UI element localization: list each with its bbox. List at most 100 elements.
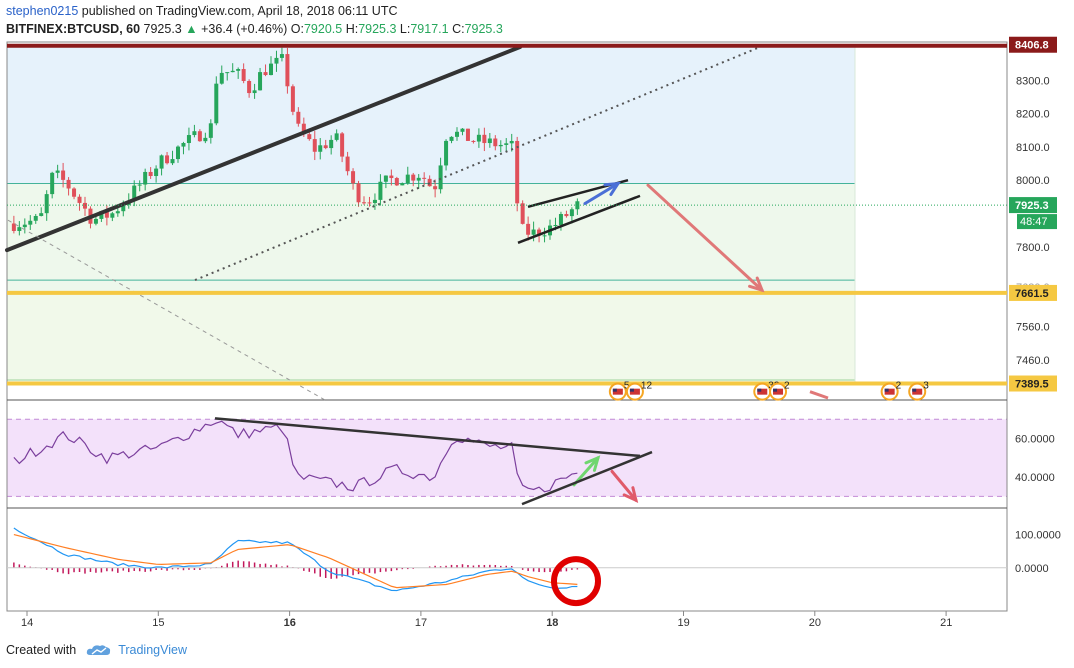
candle-body bbox=[383, 175, 388, 182]
candle-body bbox=[197, 131, 202, 142]
candle-body bbox=[285, 54, 290, 87]
candle-body bbox=[159, 155, 164, 169]
candle-body bbox=[400, 183, 405, 186]
price-tick-label: 7800.0 bbox=[1016, 242, 1050, 254]
candle-body bbox=[455, 131, 460, 137]
candle-body bbox=[290, 86, 295, 112]
x-tick-label: 19 bbox=[678, 617, 690, 629]
candle-body bbox=[214, 83, 219, 124]
price-tick-label: 7560.0 bbox=[1016, 322, 1050, 334]
candle-body bbox=[558, 214, 563, 225]
candle-body bbox=[268, 63, 273, 76]
rsi-green-arrow bbox=[572, 456, 600, 487]
level-7389-label-bg bbox=[1009, 375, 1057, 392]
event-count-label: 2 bbox=[784, 381, 790, 392]
candle-body bbox=[487, 138, 492, 144]
symbol-label: BITFINEX:BTCUSD, 60 bbox=[6, 22, 141, 36]
footer: Created with TradingView bbox=[6, 643, 187, 657]
low-value: 7917.1 bbox=[410, 22, 449, 36]
candle-body bbox=[154, 168, 159, 177]
candle-body bbox=[219, 72, 224, 84]
candle-body bbox=[340, 133, 345, 157]
candle-body bbox=[482, 134, 487, 144]
candle-body bbox=[318, 145, 323, 152]
blue-up-arrow-head bbox=[603, 181, 621, 196]
flag-canton-icon bbox=[757, 388, 762, 392]
candle-body bbox=[334, 133, 339, 140]
candle-body bbox=[345, 156, 350, 172]
level-7389-label: 7389.5 bbox=[1015, 379, 1049, 391]
rsi-red-arrow bbox=[610, 469, 638, 502]
candle-body bbox=[433, 186, 438, 190]
rsi-resistance-line bbox=[214, 417, 641, 458]
flag-stripe-icon bbox=[773, 388, 784, 395]
candle-body bbox=[132, 185, 137, 201]
candle-body bbox=[186, 135, 191, 144]
author-link[interactable]: stephen0215 bbox=[6, 4, 79, 18]
candle-body bbox=[553, 224, 558, 226]
rsi-tick-label: 40.0000 bbox=[1015, 472, 1055, 484]
change-value: +36.4 (+0.46%) bbox=[201, 22, 288, 36]
ohlc-legend: BITFINEX:BTCUSD, 60 7925.3 ▲ +36.4 (+0.4… bbox=[6, 22, 503, 36]
candle-body bbox=[378, 181, 383, 200]
x-tick-label: 17 bbox=[415, 617, 427, 629]
created-with-text: Created with bbox=[6, 643, 77, 657]
low-label: L: bbox=[399, 22, 411, 36]
price-tick-label: 8000.0 bbox=[1016, 175, 1050, 187]
candle-body bbox=[82, 202, 87, 209]
candle-body bbox=[77, 196, 82, 203]
candle-body bbox=[115, 211, 120, 214]
candle-body bbox=[274, 57, 279, 64]
candle-body bbox=[449, 136, 454, 141]
tradingview-cloud-icon bbox=[86, 645, 111, 655]
high-label: H: bbox=[345, 22, 359, 36]
candle-body bbox=[460, 128, 465, 132]
close-label: C: bbox=[452, 22, 465, 36]
candle-body bbox=[296, 111, 301, 124]
published-text: published on TradingView.com, April 18, … bbox=[81, 4, 398, 18]
candle-body bbox=[307, 134, 312, 140]
candle-body bbox=[17, 227, 22, 231]
candle-body bbox=[444, 140, 449, 166]
rsi-green-arrow-head bbox=[584, 455, 601, 472]
candle-body bbox=[22, 224, 27, 228]
red-target-arrow-head bbox=[748, 276, 765, 293]
macd-tick-label: 0.0000 bbox=[1015, 563, 1049, 575]
countdown-bg bbox=[1017, 214, 1057, 230]
candle-body bbox=[99, 211, 104, 219]
current-price-label: 7925.3 bbox=[1015, 200, 1049, 212]
event-count-label: 12 bbox=[641, 381, 653, 392]
tradingview-link[interactable]: TradingView bbox=[118, 643, 187, 657]
open-label: O: bbox=[290, 22, 304, 36]
candle-body bbox=[438, 165, 443, 190]
candle-body bbox=[61, 170, 66, 180]
candle-body bbox=[301, 123, 306, 135]
candle-body bbox=[247, 80, 252, 94]
flag-canton-icon bbox=[629, 388, 634, 392]
candle-body bbox=[542, 235, 547, 237]
x-tick-label: 20 bbox=[809, 617, 821, 629]
event-count-label: 2 bbox=[896, 381, 902, 392]
candle-body bbox=[39, 213, 44, 216]
candle-body bbox=[312, 139, 317, 152]
candle-body bbox=[258, 72, 263, 91]
candle-body bbox=[537, 229, 542, 236]
x-tick-label: 16 bbox=[284, 617, 296, 629]
candle-body bbox=[509, 140, 514, 144]
candle-body bbox=[148, 171, 153, 177]
x-tick-label: 18 bbox=[546, 617, 558, 629]
candle-body bbox=[230, 70, 235, 73]
flag-canton-icon bbox=[912, 388, 917, 392]
candle-body bbox=[564, 214, 569, 217]
rsi-tick-label: 60.0000 bbox=[1015, 434, 1055, 446]
candle-body bbox=[143, 171, 148, 185]
flag-stripe-icon bbox=[912, 388, 923, 395]
candle-body bbox=[241, 69, 246, 81]
candle-body bbox=[411, 174, 416, 181]
mid-zone-bg bbox=[7, 183, 855, 293]
macd-line bbox=[13, 527, 578, 592]
candle-body bbox=[236, 69, 241, 71]
candle-body bbox=[515, 140, 520, 204]
candle-body bbox=[422, 177, 427, 179]
